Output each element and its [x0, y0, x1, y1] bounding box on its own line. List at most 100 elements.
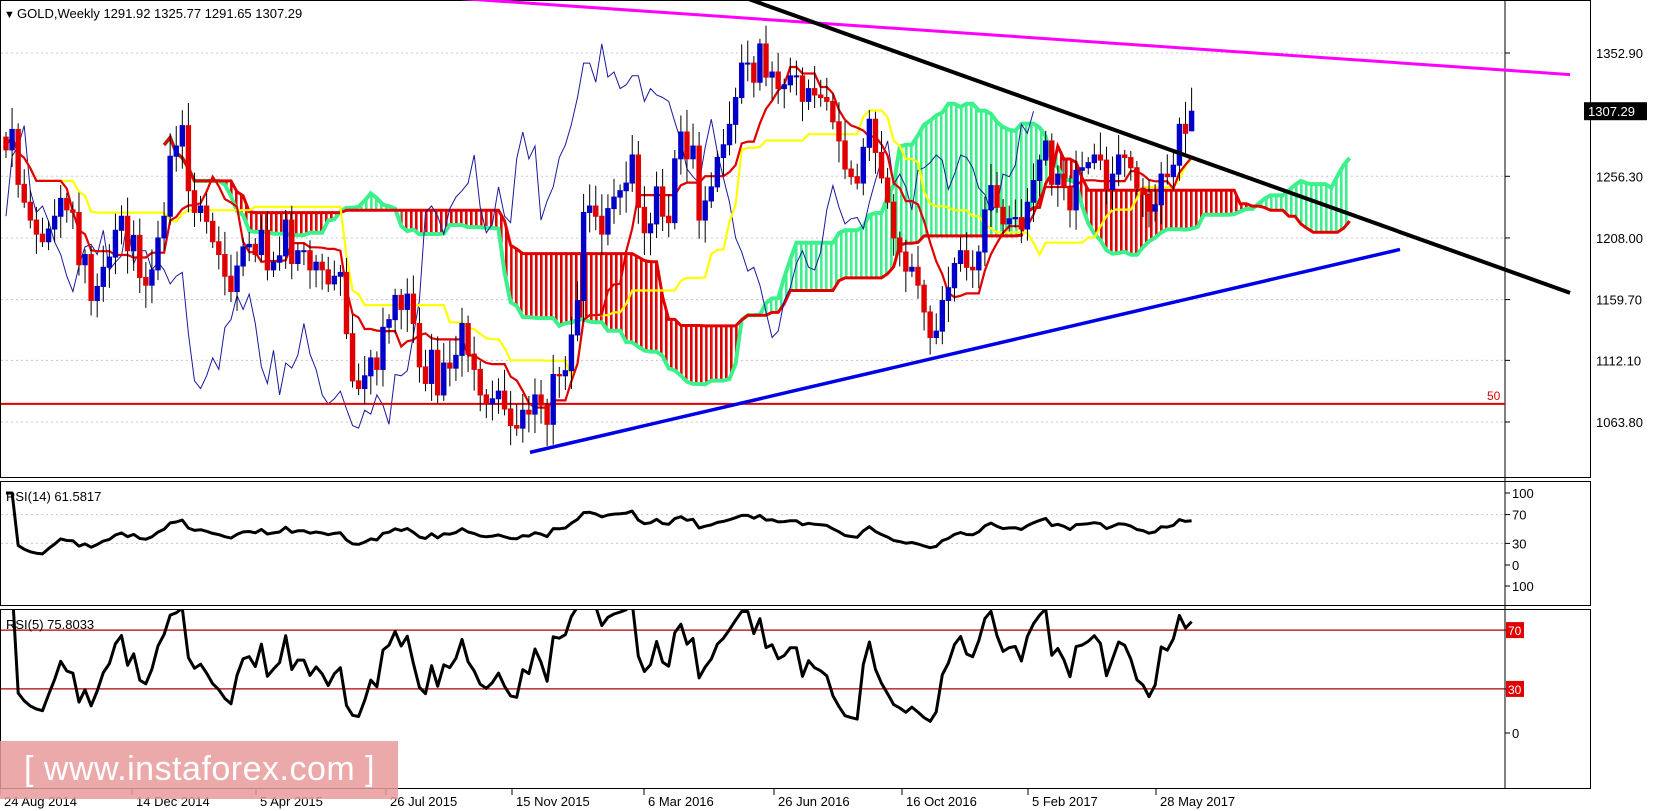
bear-candle: [751, 62, 757, 83]
cloud-bear-segment: [534, 253, 542, 319]
cloud-bull-segment: [954, 103, 961, 236]
bear-candle: [289, 219, 295, 264]
cloud-bear-segment: [589, 253, 596, 323]
black-resistance-trendline: [745, 0, 1571, 295]
bear-candle: [994, 185, 1000, 208]
bear-candle: [228, 275, 234, 293]
cloud-bull-segment: [1307, 183, 1314, 233]
bear-candle: [763, 43, 769, 78]
cloud-bull-segment: [796, 242, 803, 291]
cloud-bear-segment: [468, 210, 475, 228]
cloud-bear-segment: [474, 210, 481, 228]
cloud-bear-segment: [1228, 190, 1235, 215]
bull-candle: [672, 158, 678, 224]
bull-candle: [690, 145, 696, 160]
bear-candle: [641, 206, 648, 234]
cloud-bear-segment: [1191, 190, 1198, 229]
cloud-bear-segment: [528, 253, 535, 318]
cloud-bull-segment: [826, 242, 833, 291]
bull-candle: [951, 262, 958, 289]
rsi14-tick-label: 70: [1512, 508, 1526, 523]
bull-candle: [1170, 164, 1177, 178]
bull-candle: [1158, 173, 1164, 206]
bear-candle: [915, 266, 921, 286]
cloud-bear-segment: [686, 325, 694, 384]
axis-labels: 1307.29 1352.90 1256.30 1208.00 1159.70 1112.…: [0, 46, 1647, 809]
bear-candle: [88, 254, 94, 301]
menu-arrow-icon[interactable]: ▼: [4, 9, 15, 21]
bull-candle: [520, 409, 526, 429]
cloud-bull-segment: [966, 103, 973, 236]
bear-candle: [434, 349, 441, 396]
bear-candle: [970, 266, 976, 271]
cloud-bull-segment: [924, 120, 931, 236]
cloud-bear-segment: [462, 210, 469, 228]
bear-candle: [775, 71, 781, 90]
bear-candle: [1103, 159, 1110, 190]
bull-candle: [653, 186, 660, 225]
cloud-bear-segment: [486, 210, 493, 228]
bull-candle: [392, 294, 398, 321]
senkou-span-a-line: [162, 101, 1352, 387]
bull-candle: [459, 322, 465, 356]
bear-candle: [666, 215, 672, 224]
cloud-bear-segment: [431, 210, 438, 234]
watermark-box: [0, 741, 398, 799]
cloud-bull-segment: [918, 124, 925, 243]
bear-candle: [696, 145, 702, 221]
cloud-bull-segment: [875, 212, 882, 278]
cloud-bull-segment: [1337, 165, 1344, 233]
bear-candle: [1067, 186, 1073, 211]
rsi5-layer: [1, 610, 1505, 723]
bull-candle: [276, 255, 283, 263]
bull-candle: [161, 215, 167, 239]
cloud-bear-segment: [1057, 146, 1064, 181]
bear-candle: [33, 219, 40, 235]
cloud-bull-segment: [1276, 195, 1283, 211]
bull-candle: [51, 215, 58, 230]
bear-candle: [1018, 217, 1025, 230]
current-price-label: 1307.29: [1588, 104, 1635, 119]
bull-candle: [623, 182, 629, 192]
bear-candle: [252, 243, 258, 256]
cloud-bear-segment: [559, 253, 566, 326]
bull-candle: [489, 398, 496, 405]
cloud-bull-segment: [772, 298, 779, 313]
rsi5-level-badge: [1506, 622, 1524, 639]
cloud-bear-segment: [632, 253, 639, 347]
bear-candle: [884, 177, 891, 203]
cloud-bear-segment: [674, 319, 681, 376]
cloud-bull-segment: [1009, 129, 1016, 236]
bear-candle: [21, 183, 27, 203]
cloud-bull-segment: [851, 230, 858, 278]
cloud-bear-segment: [449, 210, 456, 225]
rsi5-tick-label: 100: [1512, 579, 1534, 594]
senkou-span-b-line: [162, 134, 1351, 328]
rsi5-level-badge: [1506, 680, 1524, 697]
bull-candle: [757, 43, 763, 83]
trendlines[interactable]: [378, 0, 1571, 455]
cloud-bear-segment: [1118, 190, 1125, 254]
cloud-bull-segment: [1319, 184, 1326, 233]
bull-candle: [173, 145, 179, 157]
bull-candle: [580, 211, 587, 301]
cloud-bull-segment: [905, 144, 912, 244]
bull-candle: [155, 237, 161, 271]
cloud-bear-segment: [407, 210, 414, 232]
cloud-bull-segment: [808, 242, 815, 291]
bull-candle: [617, 190, 623, 198]
bull-candle: [94, 285, 100, 301]
bull-candle: [532, 394, 538, 415]
bull-candle: [1024, 201, 1031, 230]
cloud-bear-segment: [1106, 190, 1113, 254]
bull-candle: [866, 118, 873, 148]
bull-candle: [988, 185, 994, 211]
rsi5-title: RSI(5) 75.8033: [6, 617, 94, 632]
bear-candle: [842, 140, 848, 170]
bull-candle: [1115, 154, 1122, 175]
bull-candle: [380, 326, 386, 370]
cloud-bear-segment: [614, 253, 621, 331]
cloud-bear-segment: [723, 325, 730, 381]
cloud-bear-segment: [255, 212, 262, 232]
